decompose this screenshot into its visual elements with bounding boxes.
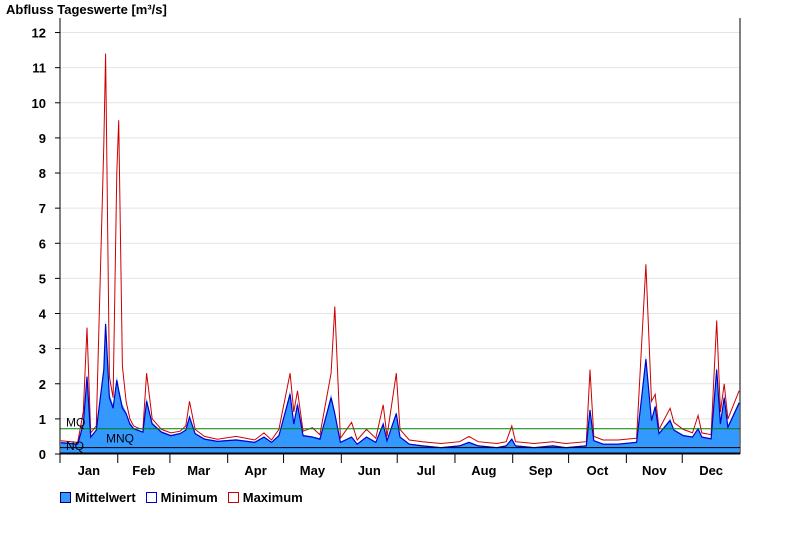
y-tick-label: 0: [39, 447, 46, 462]
month-label: Feb: [132, 463, 155, 478]
reference-label-mnq: MNQ: [106, 432, 134, 446]
y-tick-label: 5: [39, 271, 46, 286]
series-maximum-line: [60, 53, 740, 445]
y-tick-label: 2: [39, 377, 46, 392]
month-label: Jan: [78, 463, 100, 478]
month-label: Apr: [244, 463, 266, 478]
legend-item-maximum: Maximum: [227, 490, 303, 505]
month-label: Aug: [471, 463, 496, 478]
y-tick-label: 1: [39, 412, 46, 427]
y-tick-label: 7: [39, 201, 46, 216]
month-label: Sep: [529, 463, 553, 478]
legend-item-minimum: Minimum: [145, 490, 218, 505]
month-label: May: [300, 463, 326, 478]
y-tick-label: 10: [32, 96, 46, 111]
legend-label-minimum: Minimum: [160, 490, 218, 505]
legend: Mittelwert Minimum Maximum: [60, 490, 303, 505]
y-tick-label: 8: [39, 166, 46, 181]
month-label: Oct: [587, 463, 609, 478]
y-tick-label: 4: [39, 307, 47, 322]
legend-label-mittelwert: Mittelwert: [75, 490, 136, 505]
series-mittelwert-area: [60, 320, 740, 454]
legend-item-mittelwert: Mittelwert: [60, 490, 136, 505]
y-tick-label: 3: [39, 342, 46, 357]
chart-title: Abfluss Tageswerte [m³/s]: [6, 2, 167, 17]
y-tick-label: 6: [39, 236, 46, 251]
reference-label-mq: MQ: [66, 416, 85, 430]
month-label: Jul: [417, 463, 436, 478]
y-tick-label: 12: [32, 26, 46, 41]
y-tick-label: 11: [32, 61, 46, 76]
month-label: Dec: [699, 463, 723, 478]
month-label: Nov: [642, 463, 667, 478]
legend-swatch-maximum: [227, 492, 239, 503]
legend-label-maximum: Maximum: [242, 490, 303, 505]
month-label: Jun: [358, 463, 381, 478]
y-tick-label: 9: [39, 131, 46, 146]
series-minimum-line: [60, 323, 740, 449]
legend-swatch-minimum: [145, 492, 157, 503]
month-label: Mar: [187, 463, 210, 478]
legend-swatch-mittelwert: [60, 492, 71, 503]
reference-label-nq: NQ: [66, 439, 84, 453]
